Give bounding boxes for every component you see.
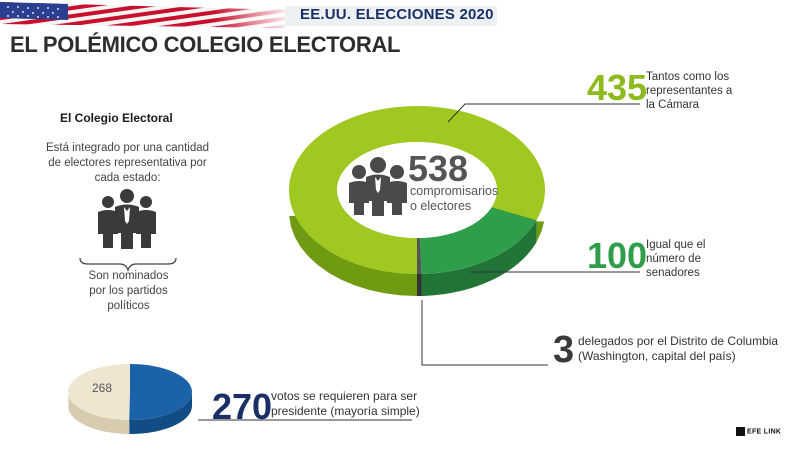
sidebar-description-line: Está integrado por una cantidad — [45, 142, 210, 154]
senators-description-line: número de — [646, 253, 701, 265]
series-title: EE.UU. ELECCIONES 2020 — [300, 6, 494, 23]
donut-slice-distrito-de-columbia — [417, 237, 422, 274]
center-people-icon — [349, 157, 407, 216]
senators-description-line: senadores — [646, 267, 700, 279]
leader-line-435 — [447, 103, 640, 123]
leader-lines — [198, 103, 640, 421]
representatives-description-line: representantes a — [646, 85, 733, 97]
total-electors-value: 538 — [408, 148, 469, 189]
nominated-note: Son nominados por los partidos políticos — [66, 269, 191, 314]
representatives-description-line: Tantos como los — [646, 71, 730, 83]
brand-logo: EFE LINK — [736, 427, 781, 436]
brand-logo-text: EFE LINK — [747, 428, 782, 436]
sidebar-description: Está integrado por una cantidad de elect… — [40, 141, 215, 186]
pie-side-270 — [129, 392, 192, 434]
majority-value: 270 — [212, 386, 273, 427]
pie-slice-270 — [129, 363, 193, 420]
majority-pie — [68, 363, 193, 434]
flag-strip — [0, 2, 285, 28]
brand-logo-mark — [736, 427, 745, 436]
representatives-value: 435 — [587, 67, 648, 108]
dc-delegates-description-line: (Washington, capital del país) — [578, 349, 736, 363]
sidebar-heading: El Colegio Electoral — [60, 111, 173, 125]
nominated-note-line: políticos — [107, 300, 150, 312]
nominated-note-line: Son nominados — [88, 270, 169, 282]
people-group-icon — [98, 189, 156, 249]
total-electors-label-line: compromisarios — [410, 184, 499, 198]
donut-slice-representantes — [288, 105, 545, 274]
donut-side-distrito-de-columbia — [417, 273, 422, 296]
brace-bracket — [79, 257, 177, 273]
pie-slice-label-268: 268 — [92, 381, 113, 395]
representatives-description: Tantos como los representantes a la Cáma… — [646, 70, 732, 112]
senators-description-line: Igual que el — [646, 239, 706, 251]
us-flag-banner — [0, 2, 285, 28]
sidebar-description-line: de electores representativa por — [48, 157, 207, 169]
total-electors-label-line: o electores — [410, 199, 472, 213]
majority-description: votos se requieren para ser presidente (… — [271, 389, 420, 419]
senators-description: Igual que el número de senadores — [646, 238, 705, 280]
donut-side-senadores — [421, 220, 537, 296]
dc-delegates-description: delegados por el Distrito de Columbia (W… — [578, 334, 778, 364]
nominated-note-line: por los partidos — [89, 285, 168, 297]
senators-value: 100 — [587, 235, 648, 276]
leader-line-3 — [421, 300, 548, 366]
total-electors-label: compromisarios o electores — [410, 184, 498, 214]
majority-description-line: presidente (mayoría simple) — [271, 404, 420, 418]
representatives-description-line: la Cámara — [646, 99, 700, 111]
pie-side-268 — [68, 394, 130, 434]
sidebar-description-line: cada estado: — [94, 172, 161, 184]
page-title: EL POLÉMICO COLEGIO ELECTORAL — [10, 32, 401, 57]
dc-delegates-description-line: delegados por el Distrito de Columbia — [578, 334, 779, 348]
majority-description-line: votos se requieren para ser — [271, 389, 418, 403]
dc-delegates-value: 3 — [553, 329, 575, 371]
donut-slice-senadores — [419, 207, 537, 274]
pie-slice-268 — [68, 364, 130, 420]
header-band — [285, 6, 497, 26]
